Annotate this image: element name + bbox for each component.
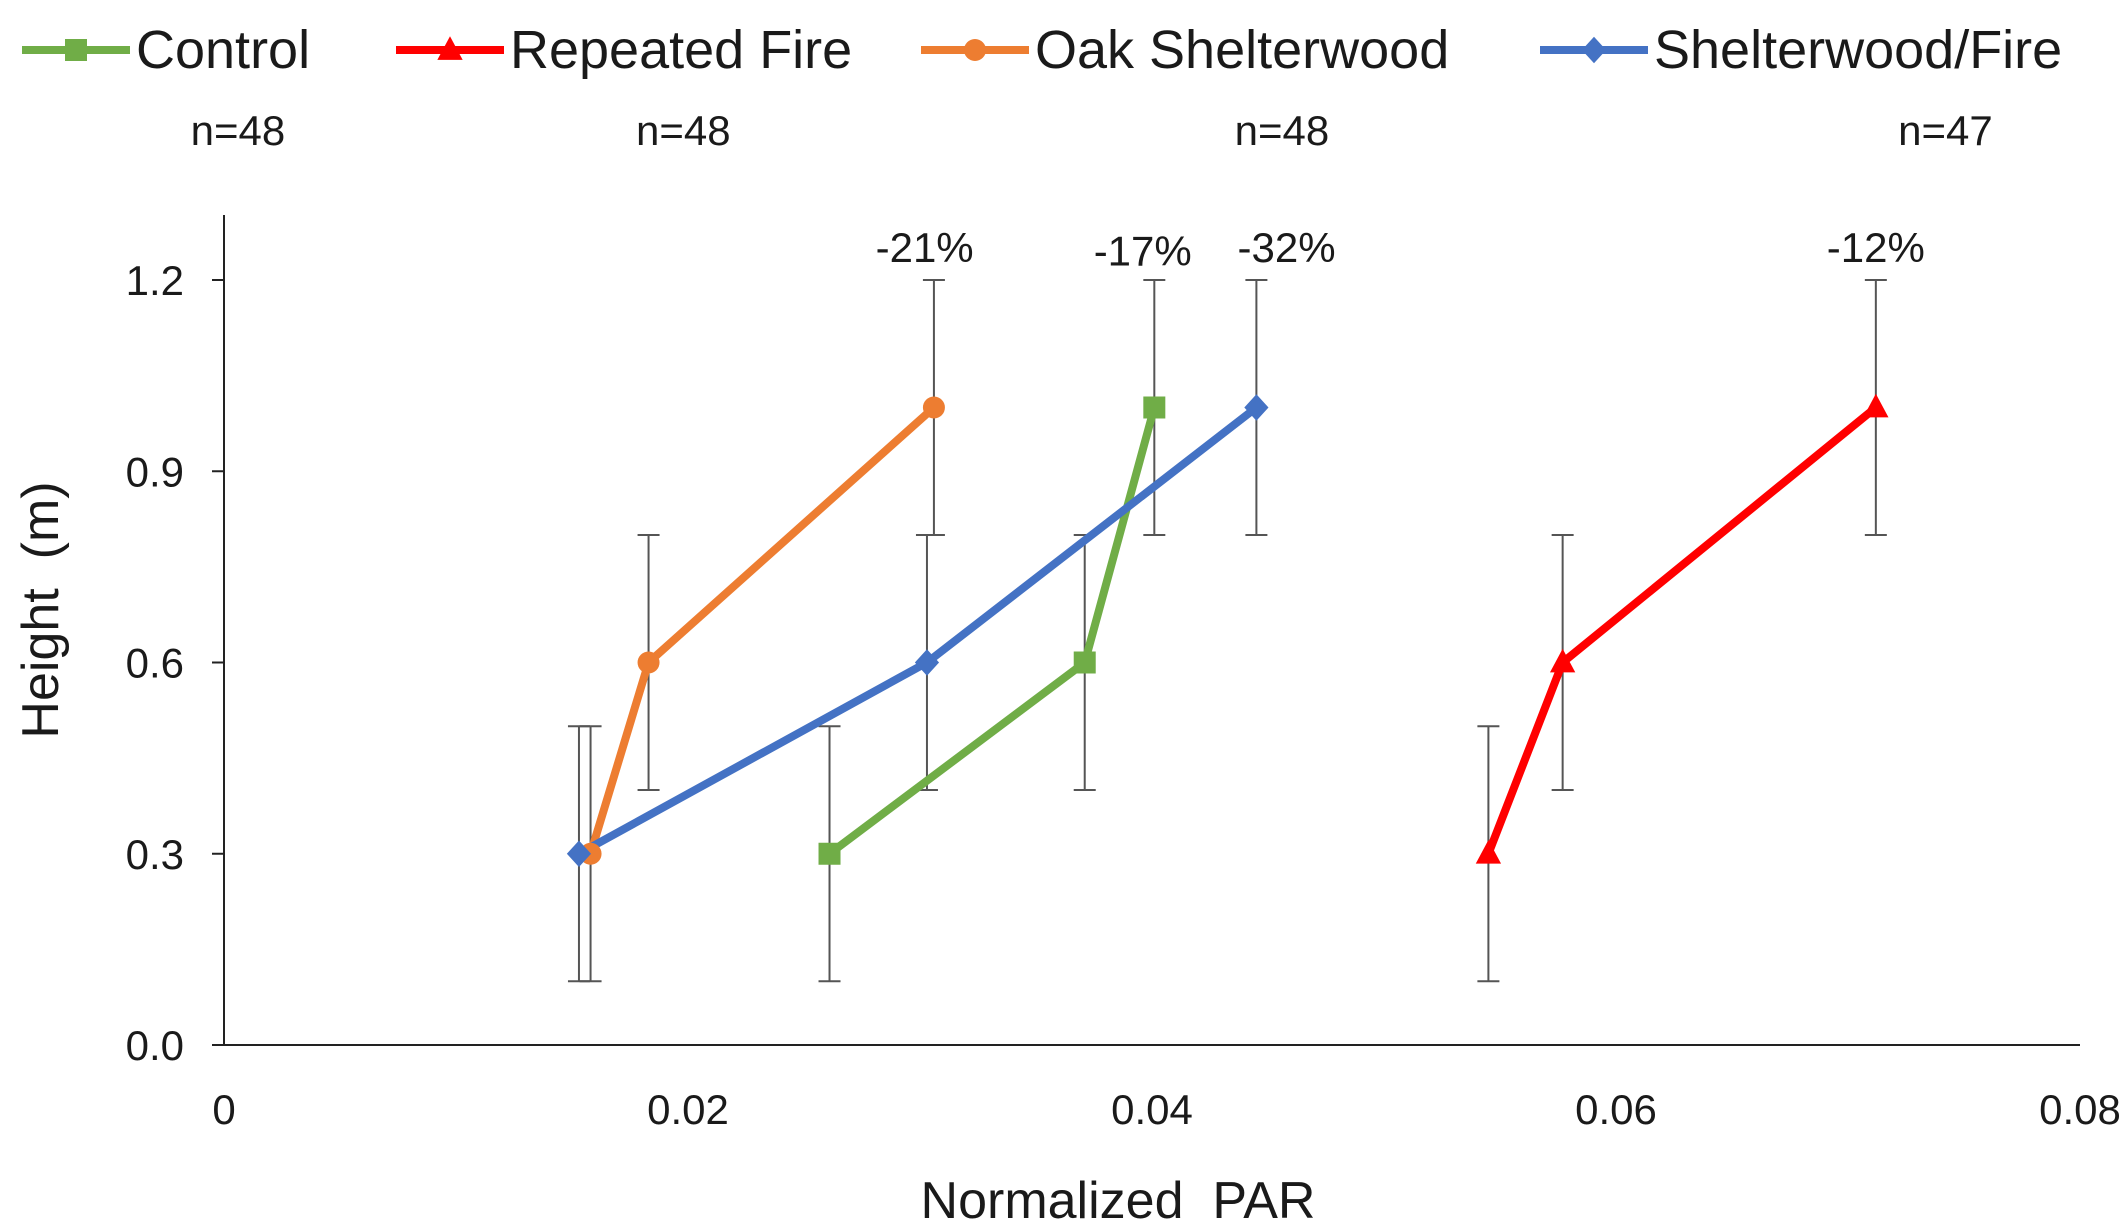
x-tick-label: 0.08 [2039, 1086, 2121, 1133]
series-line-repeated-fire [1484, 404, 1879, 856]
data-point-shelterwood-fire [566, 840, 592, 867]
data-point-shelterwood-fire [1244, 394, 1269, 421]
sample-size-label: n=47 [1898, 107, 1993, 154]
percent-labels: -21% -17% -32% -12% [876, 224, 1925, 274]
y-axis-label: Height (m) [12, 481, 70, 738]
percent-change-label: -32% [1238, 224, 1336, 271]
y-tick-label: 0.3 [126, 831, 184, 878]
plot-area: 0.0 0.3 0.6 0.9 1.2 0 0.02 0.04 0.06 0.08 -21% -1… [126, 215, 2121, 1133]
series-lines [577, 404, 1879, 858]
data-point-oak-shelterwood [637, 651, 660, 674]
series-line-control [827, 406, 1159, 857]
x-tick-label: 0 [212, 1086, 235, 1133]
percent-change-label: -12% [1827, 224, 1925, 271]
legend: Control Repeated Fire Oak Shelterwood Shelt… [22, 20, 2062, 80]
data-point-control [1073, 651, 1096, 674]
series-line-oak-shelterwood [586, 404, 937, 855]
error-bars [567, 279, 1887, 983]
data-point-control [1143, 396, 1166, 419]
percent-change-label: -17% [1094, 227, 1192, 274]
y-tick-label: 0.6 [126, 640, 184, 687]
y-tick-label: 0.9 [126, 448, 184, 495]
series-markers [566, 393, 1889, 867]
legend-marker-oak-shelterwood [964, 39, 986, 61]
y-ticks: 0.0 0.3 0.6 0.9 1.2 [126, 257, 224, 1069]
sample-size-labels: n=48 n=48 n=48 n=47 [191, 107, 1993, 154]
legend-marker-shelterwood-fire [1581, 36, 1607, 64]
y-tick-label: 1.2 [126, 257, 184, 304]
x-ticks: 0 0.02 0.04 0.06 0.08 [212, 1086, 2121, 1133]
x-tick-label: 0.02 [647, 1086, 729, 1133]
sample-size-label: n=48 [636, 107, 731, 154]
sample-size-label: n=48 [191, 107, 286, 154]
data-point-oak-shelterwood [922, 396, 945, 419]
percent-change-label: -21% [876, 224, 974, 271]
data-point-shelterwood-fire [914, 649, 940, 676]
legend-label-shelterwood-fire: Shelterwood/Fire [1654, 20, 2062, 80]
data-point-repeated-fire [1475, 840, 1502, 864]
x-axis-label: Normalized PAR [921, 1172, 1316, 1225]
sample-size-label: n=48 [1235, 107, 1330, 154]
legend-marker-repeated-fire [437, 36, 463, 60]
x-tick-label: 0.06 [1575, 1086, 1657, 1133]
data-point-control [818, 842, 841, 865]
x-tick-label: 0.04 [1111, 1086, 1193, 1133]
data-point-repeated-fire [1549, 648, 1576, 673]
legend-label-oak-shelterwood: Oak Shelterwood [1035, 20, 1449, 80]
y-tick-label: 0.0 [126, 1022, 184, 1069]
data-point-repeated-fire [1863, 393, 1889, 418]
legend-label-repeated-fire: Repeated Fire [510, 20, 852, 80]
legend-label-control: Control [136, 20, 310, 80]
legend-marker-control [65, 39, 87, 61]
